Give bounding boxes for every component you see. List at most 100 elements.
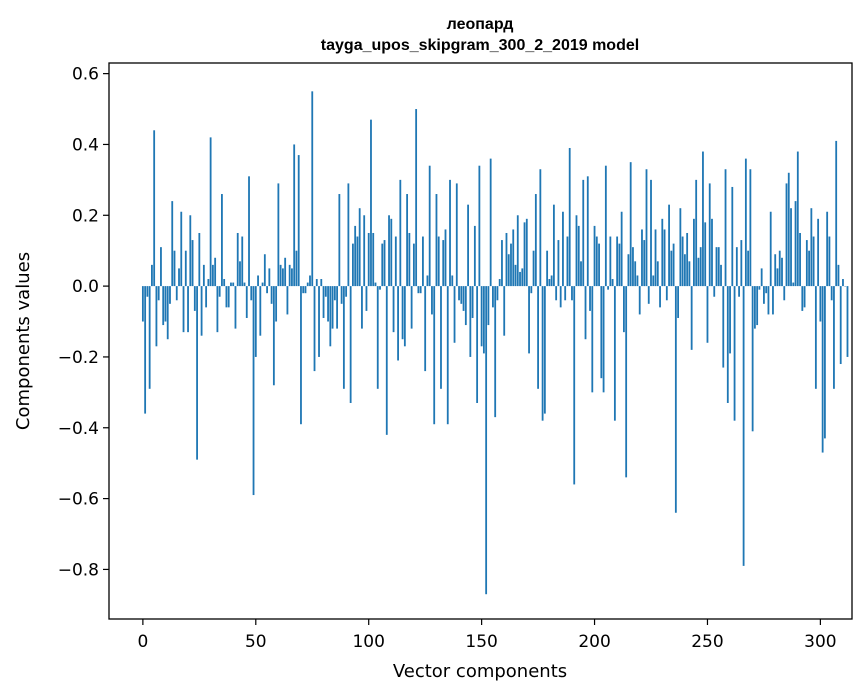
bar-266 (742, 286, 745, 566)
y-tick-label: 0.2 (72, 206, 99, 226)
bar-55 (266, 286, 268, 294)
bar-18 (182, 286, 185, 333)
bar-40 (232, 282, 235, 287)
bar-250 (706, 286, 709, 343)
bar-199 (591, 286, 594, 393)
bar-49 (252, 286, 255, 496)
bar-118 (408, 232, 411, 287)
bar-204 (602, 286, 605, 393)
bar-130 (435, 194, 438, 287)
bar-105 (379, 286, 381, 290)
bar-215 (627, 254, 630, 287)
bar-4 (151, 264, 153, 287)
bar-293 (803, 286, 806, 308)
bar-221 (641, 229, 643, 287)
bar-224 (647, 286, 650, 304)
bar-257 (722, 286, 725, 368)
bar-205 (604, 165, 607, 287)
bar-61 (279, 264, 282, 287)
bar-53 (261, 282, 264, 287)
bar-183 (555, 286, 558, 301)
bar-238 (679, 208, 682, 287)
x-axis-ticks: 0 50 100 150 200 250 300 (137, 619, 837, 652)
bar-139 (455, 183, 458, 287)
bar-298 (814, 286, 817, 389)
bar-29 (207, 279, 210, 287)
bar-78 (318, 286, 320, 357)
bar-113 (397, 286, 399, 361)
plot-frame (108, 62, 853, 620)
bar-193 (577, 225, 580, 287)
bar-146 (471, 286, 474, 318)
bar-11 (166, 286, 169, 340)
bar-168 (521, 268, 524, 287)
bar-236 (674, 286, 677, 513)
x-tick-label: 300 (804, 632, 836, 652)
bar-282 (778, 250, 781, 287)
bar-269 (749, 169, 752, 287)
bar-229 (659, 286, 661, 308)
bar-143 (464, 286, 467, 326)
bar-300 (819, 286, 822, 322)
bar-14 (173, 250, 176, 287)
bar-277 (767, 286, 770, 315)
bar-97 (361, 286, 363, 329)
bar-31 (211, 264, 214, 287)
bar-9 (162, 286, 165, 326)
bar-20 (187, 286, 189, 333)
bar-267 (744, 158, 747, 287)
bar-132 (440, 286, 442, 389)
bar-310 (842, 279, 844, 287)
bar-122 (417, 286, 420, 294)
bar-90 (345, 286, 348, 297)
bar-138 (453, 286, 456, 343)
bars-group (141, 91, 849, 595)
bar-232 (665, 286, 668, 301)
bar-151 (482, 286, 485, 354)
bar-129 (433, 286, 436, 425)
bar-156 (494, 286, 497, 418)
bar-106 (381, 243, 384, 287)
bar-177 (541, 286, 544, 421)
bar-94 (354, 225, 357, 287)
bar-39 (230, 282, 232, 287)
bar-43 (239, 261, 241, 287)
bar-294 (805, 240, 808, 287)
bar-239 (681, 236, 684, 287)
bar-95 (356, 236, 359, 287)
bar-296 (810, 208, 813, 287)
bar-115 (401, 286, 404, 340)
bar-179 (546, 250, 549, 287)
bar-244 (693, 218, 695, 287)
bar-248 (702, 151, 704, 287)
bar-194 (580, 261, 582, 287)
bar-190 (571, 286, 573, 301)
bar-51 (257, 275, 259, 287)
bar-262 (733, 286, 736, 421)
bar-202 (598, 243, 600, 287)
bar-171 (528, 286, 530, 354)
bar-256 (720, 264, 722, 287)
bar-237 (677, 286, 680, 318)
bar-265 (740, 240, 743, 287)
bar-131 (437, 236, 440, 287)
bar-301 (821, 286, 824, 453)
bar-87 (338, 194, 341, 287)
bar-60 (277, 183, 280, 287)
bar-216 (629, 162, 632, 287)
bar-114 (399, 179, 402, 287)
bar-203 (600, 286, 603, 379)
y-tick-label: 0.4 (72, 135, 99, 155)
bar-68 (295, 250, 298, 287)
bar-120 (412, 243, 415, 287)
bar-284 (783, 286, 786, 301)
bar-226 (652, 275, 655, 287)
bar-25 (198, 232, 201, 287)
bar-206 (607, 286, 609, 290)
bar-30 (209, 137, 212, 287)
bar-169 (523, 222, 526, 287)
bar-72 (304, 286, 307, 294)
bar-234 (670, 250, 673, 287)
bar-222 (643, 240, 646, 287)
bar-88 (340, 286, 343, 304)
